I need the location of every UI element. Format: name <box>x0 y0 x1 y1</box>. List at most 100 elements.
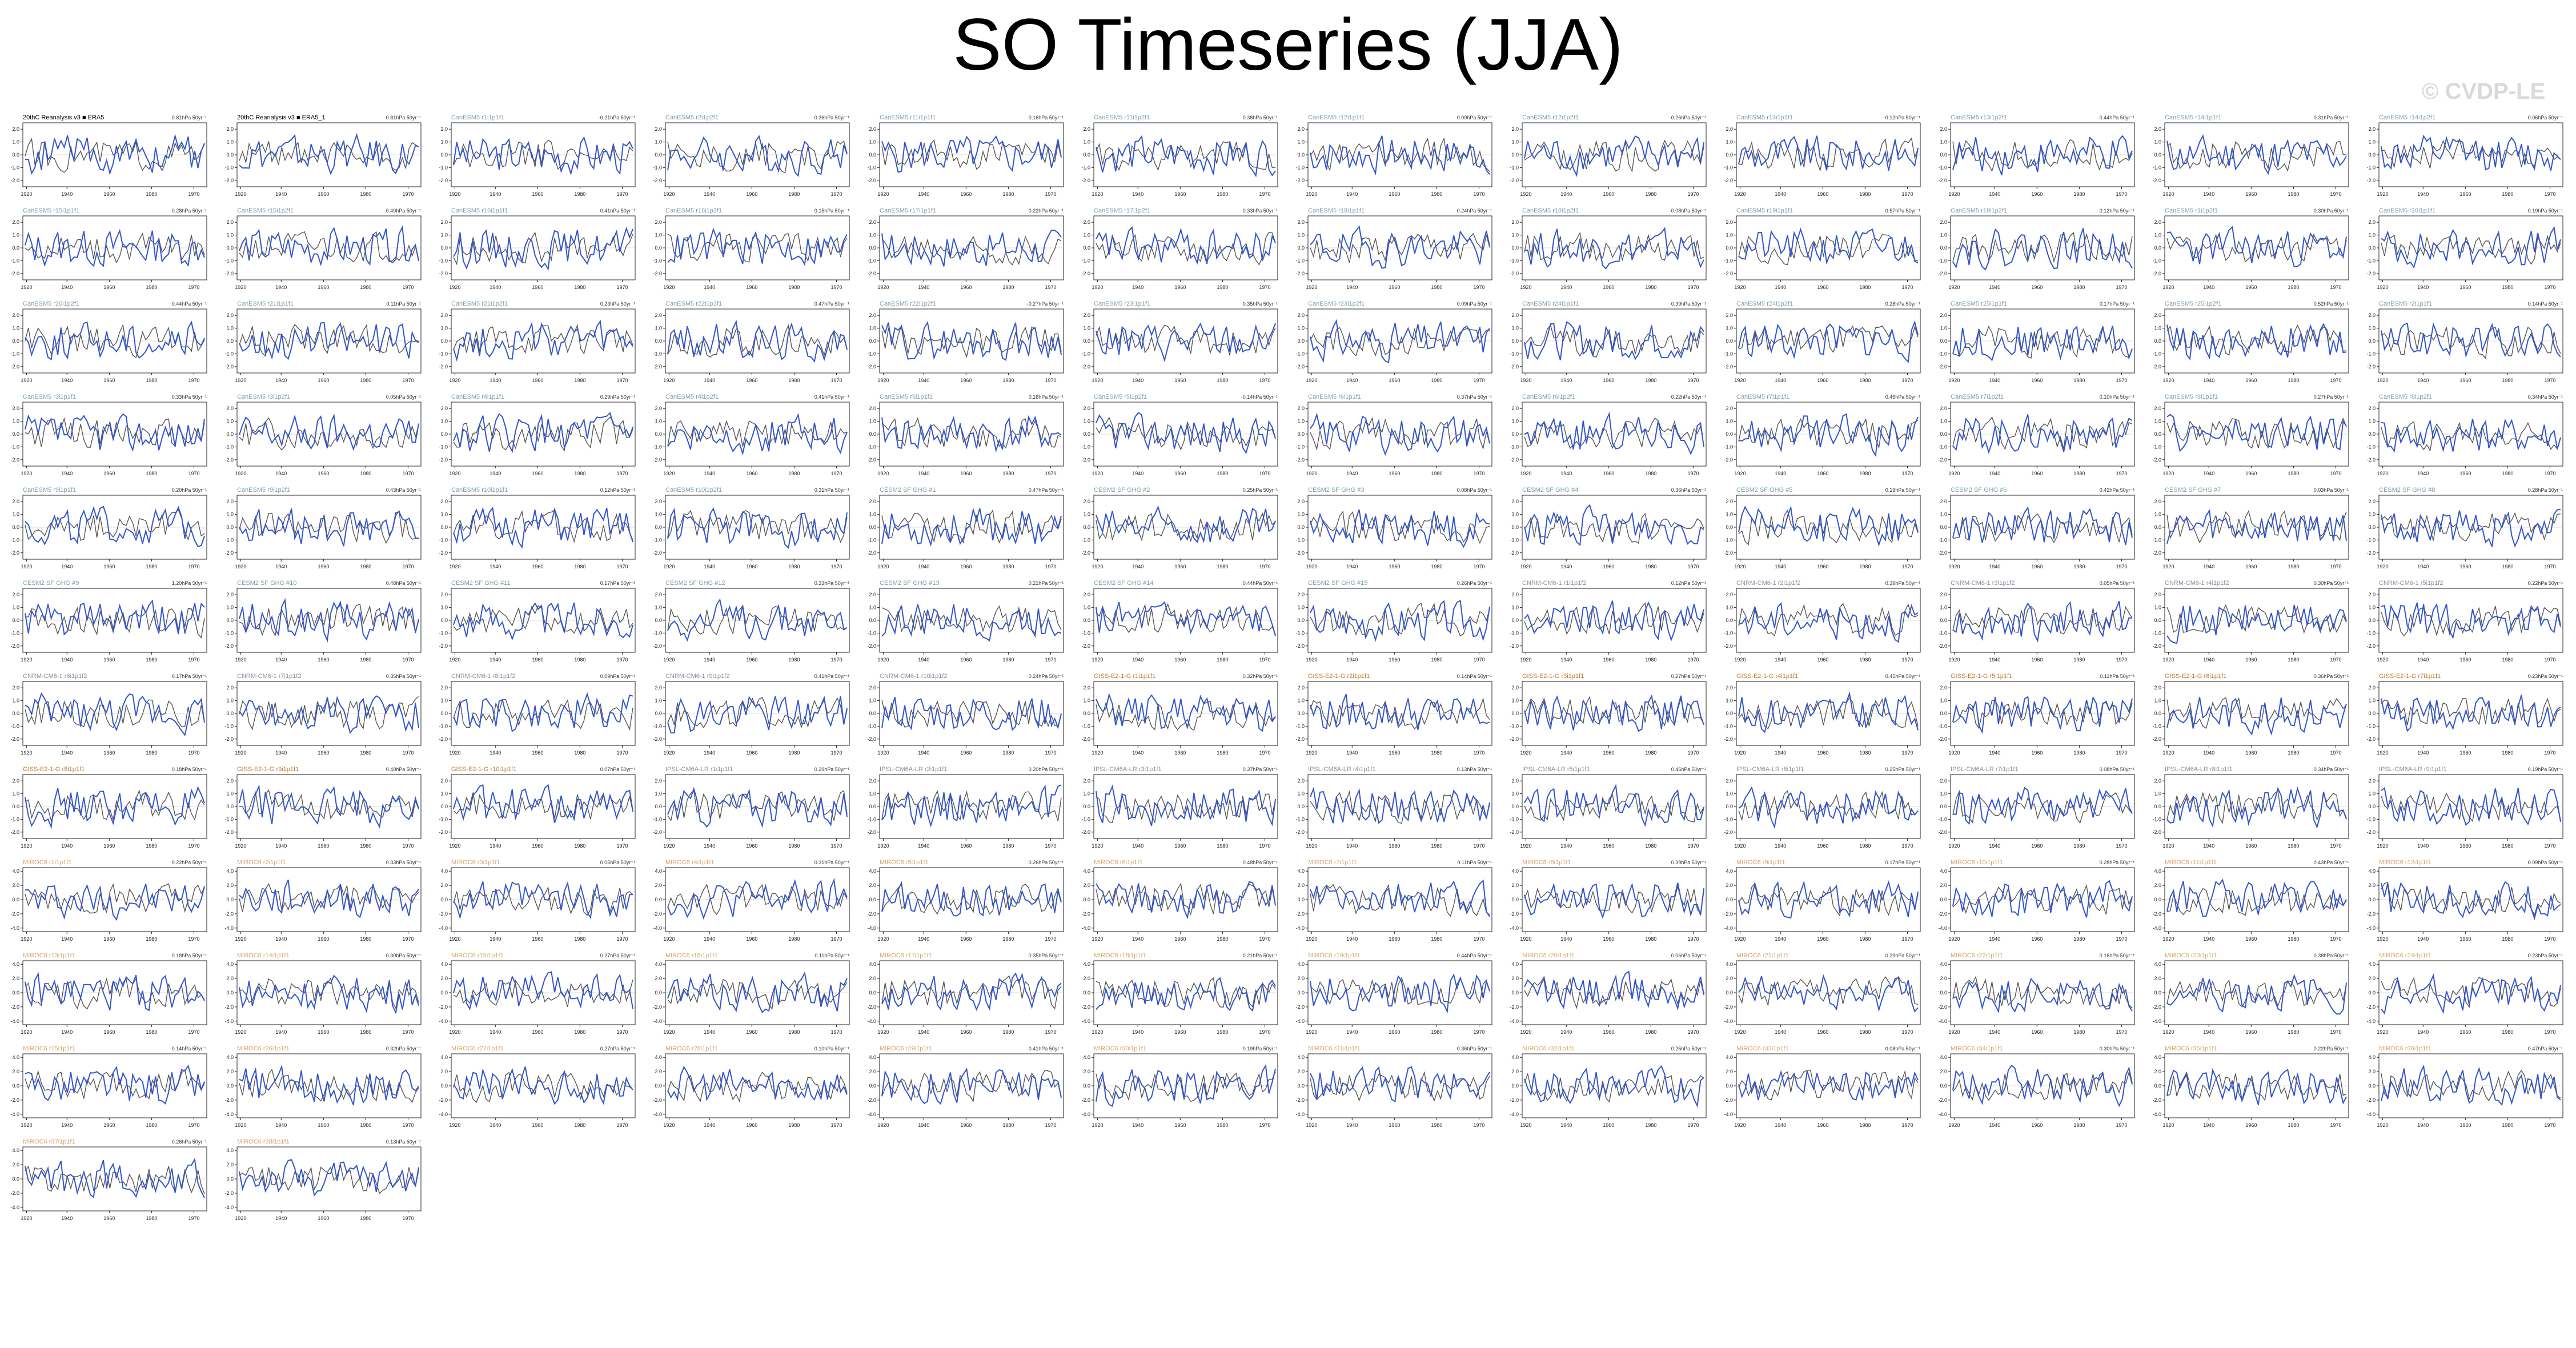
y-tick-label: 2.0 <box>1940 312 1947 318</box>
timeseries-panel: MIROC6 r25i1p1f1 0.14hPa 50yr⁻¹4.02.00.0-… <box>10 1045 207 1128</box>
y-tick-label: -1.0 <box>867 537 876 543</box>
model-series-line <box>667 695 848 734</box>
y-tick-label: -2.0 <box>439 178 448 183</box>
y-tick-label: 0.0 <box>1726 524 1733 530</box>
y-tick-label: 2.0 <box>2368 1069 2376 1074</box>
panel-label: CanESM5 r14i1p2f1 <box>2379 114 2435 121</box>
y-tick-label: 1.0 <box>2154 326 2161 331</box>
obs-series-line <box>881 883 1062 915</box>
obs-series-line <box>2166 697 2347 729</box>
y-tick-label: 2.0 <box>655 778 662 784</box>
y-tick-label: 2.0 <box>226 882 234 888</box>
panel-trend: 0.29hPa 50yr⁻¹ <box>814 767 849 772</box>
x-tick-label: 1970 <box>1901 378 1913 383</box>
x-tick-label: 1980 <box>1859 1122 1871 1128</box>
timeseries-panel: CNRM-CM6-1 r10i1p1f2 0.24hPa 50yr⁻¹2.01.0… <box>867 673 1064 756</box>
x-tick-label: 1960 <box>1817 1122 1828 1128</box>
x-tick-label: 1980 <box>1431 657 1442 663</box>
y-tick-label: 2.0 <box>2368 126 2376 132</box>
y-tick-label: 1.0 <box>1297 326 1305 331</box>
x-tick-label: 1970 <box>1687 657 1699 663</box>
y-tick-label: 2.0 <box>226 126 234 132</box>
y-tick-label: 4.0 <box>1297 1054 1305 1060</box>
x-tick-label: 1920 <box>1734 657 1746 663</box>
timeseries-panel: CanESM5 r3i1p2f1 0.05hPa 50yr⁻¹2.01.00.0-… <box>224 394 422 476</box>
y-tick-label: 1.0 <box>1083 512 1090 517</box>
timeseries-panel: GISS-E2-1-G r5i1p1f1 0.11hPa 50yr⁻¹2.01.0… <box>1938 673 2135 756</box>
y-tick-label: 2.0 <box>1297 126 1305 132</box>
y-tick-label: 0.0 <box>1511 617 1519 623</box>
y-tick-label: -2.0 <box>1724 736 1733 742</box>
y-tick-label: -4.0 <box>1295 1112 1305 1117</box>
x-tick-label: 1940 <box>2203 564 2214 569</box>
x-tick-label: 1920 <box>1520 191 1531 197</box>
y-tick-label: 2.0 <box>12 126 19 132</box>
x-tick-label: 1970 <box>2330 750 2341 756</box>
x-tick-label: 1960 <box>960 657 972 663</box>
timeseries-panel: CanESM5 r15i1p1f1 0.28hPa 50yr⁻¹2.01.00.0… <box>10 207 207 290</box>
y-tick-label: 2.0 <box>655 685 662 691</box>
x-tick-label: 1920 <box>663 284 675 290</box>
y-tick-label: -2.0 <box>2366 829 2376 835</box>
timeseries-panel: IPSL-CM6A-LR r9i1p1f1 0.19hPa 50yr⁻¹2.01.… <box>2366 766 2563 849</box>
panel-trend: 0.30hPa 50yr⁻¹ <box>2314 580 2349 586</box>
y-tick-label: -1.0 <box>867 723 876 729</box>
timeseries-panel: CanESM5 r19i1p2f1 0.12hPa 50yr⁻¹2.01.00.0… <box>1938 207 2135 290</box>
x-tick-label: 1940 <box>1346 1029 1358 1035</box>
watermark: © CVDP-LE <box>2422 79 2546 104</box>
y-tick-label: 4.0 <box>2368 868 2376 874</box>
x-tick-label: 1970 <box>1259 843 1270 849</box>
y-tick-label: -2.0 <box>224 364 234 370</box>
y-tick-label: -4.0 <box>10 1018 19 1024</box>
x-tick-label: 1980 <box>2073 843 2085 849</box>
y-tick-label: -4.0 <box>2366 1018 2376 1024</box>
x-tick-label: 1940 <box>2417 750 2429 756</box>
x-tick-label: 1920 <box>663 564 675 569</box>
x-tick-label: 1920 <box>449 1122 460 1128</box>
x-tick-label: 1940 <box>1560 378 1572 383</box>
panel-label: MIROC6 r13i1p1f1 <box>23 952 75 959</box>
y-tick-label: 1.0 <box>655 232 662 238</box>
y-tick-label: 0.0 <box>440 245 448 251</box>
obs-series-line <box>2166 510 2347 544</box>
y-tick-label: 2.0 <box>2368 592 2376 597</box>
y-tick-label: 2.0 <box>12 312 19 318</box>
x-tick-label: 1940 <box>2417 657 2429 663</box>
y-tick-label: -2.0 <box>1295 271 1305 276</box>
x-tick-label: 1960 <box>532 378 543 383</box>
y-tick-label: -4.0 <box>2152 1018 2161 1024</box>
timeseries-panel: CanESM5 r20i1p1f1 0.19hPa 50yr⁻¹2.01.00.0… <box>2366 207 2563 290</box>
x-tick-label: 1960 <box>2245 1029 2257 1035</box>
timeseries-panel: MIROC6 r22i1p1f1 0.16hPa 50yr⁻¹4.02.00.0-… <box>1938 952 2135 1035</box>
panel-trend: 0.34hPa 50yr⁻¹ <box>2314 767 2349 772</box>
panel-trend: 0.17hPa 50yr⁻¹ <box>172 673 207 679</box>
panel-label: MIROC6 r9i1p1f1 <box>1736 859 1785 866</box>
x-tick-label: 1980 <box>360 471 371 476</box>
x-tick-label: 1970 <box>188 1029 199 1035</box>
x-tick-label: 1920 <box>1092 191 1103 197</box>
y-tick-label: 1.0 <box>12 698 19 704</box>
x-tick-label: 1920 <box>1306 191 1317 197</box>
x-tick-label: 1970 <box>2116 750 2127 756</box>
panel-trend: 0.18hPa 50yr⁻¹ <box>172 767 207 772</box>
model-series-line <box>25 134 205 175</box>
y-tick-label: 0.0 <box>440 152 448 158</box>
x-tick-label: 1980 <box>1002 284 1014 290</box>
x-tick-label: 1980 <box>574 564 585 569</box>
y-tick-label: 0.0 <box>226 152 234 158</box>
y-tick-label: 1.0 <box>226 698 234 704</box>
y-tick-label: 1.0 <box>2154 698 2161 704</box>
y-tick-label: -1.0 <box>2366 723 2376 729</box>
x-tick-label: 1980 <box>146 750 157 756</box>
panel-label: CanESM5 r20i1p1f1 <box>2379 207 2435 214</box>
timeseries-panel: MIROC6 r27i1p1f1 0.27hPa 50yr⁻¹4.02.00.0-… <box>439 1045 636 1128</box>
x-tick-label: 1970 <box>616 843 628 849</box>
x-tick-label: 1940 <box>1775 1122 1786 1128</box>
y-tick-label: 0.0 <box>1083 1083 1090 1089</box>
model-series-line <box>239 974 419 1015</box>
y-tick-label: -2.0 <box>653 829 662 835</box>
y-tick-label: 1.0 <box>2368 512 2376 517</box>
y-tick-label: -1.0 <box>1295 165 1305 170</box>
model-series-line <box>453 507 633 549</box>
timeseries-panel: GISS-E2-1-G r6i1p1f1 0.36hPa 50yr⁻¹2.01.0… <box>2152 673 2349 756</box>
